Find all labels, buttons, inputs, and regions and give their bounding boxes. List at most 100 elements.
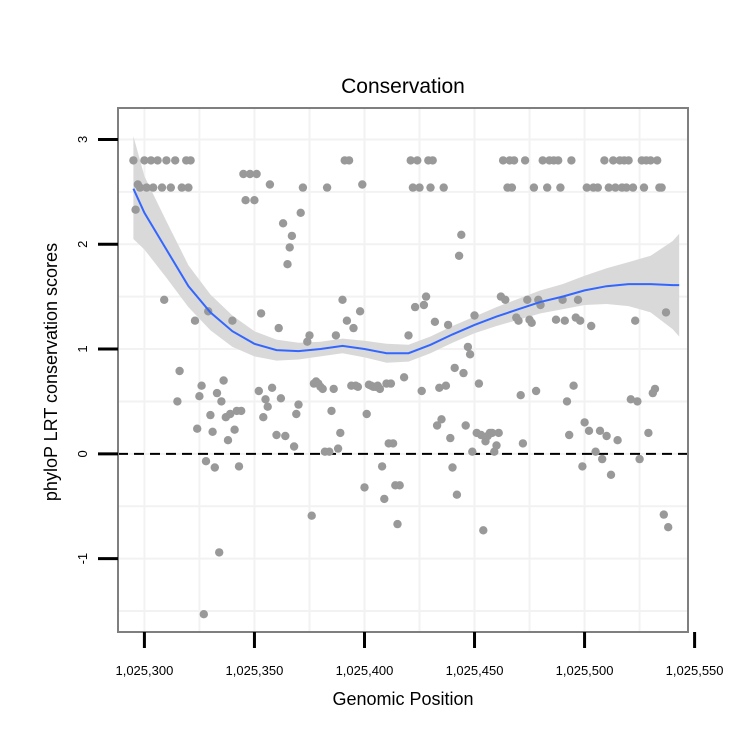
data-point (531, 386, 541, 396)
data-point (578, 462, 587, 471)
data-point (650, 384, 660, 394)
data-point (602, 431, 611, 441)
x-tick-label: 1,025,300 (115, 663, 173, 678)
data-point (377, 462, 387, 471)
grid-layer (118, 108, 688, 632)
data-point (514, 316, 523, 325)
data-point (175, 366, 184, 376)
data-point (463, 342, 473, 352)
data-point (228, 316, 237, 325)
data-point (166, 183, 175, 192)
data-point (210, 463, 219, 472)
x-tick-label: 1,025,400 (336, 663, 394, 678)
data-point (197, 381, 206, 390)
data-point (494, 428, 503, 438)
data-point (413, 156, 422, 165)
data-point (441, 381, 451, 390)
data-point (230, 425, 239, 434)
data-point (217, 397, 226, 406)
data-point (520, 156, 530, 165)
data-point (554, 156, 563, 165)
data-point (281, 431, 290, 441)
data-point (661, 308, 671, 317)
data-point (261, 395, 270, 404)
data-point (595, 426, 605, 435)
data-point (560, 316, 569, 325)
data-point (501, 295, 510, 304)
data-point (432, 421, 442, 430)
data-point (611, 183, 620, 192)
data-point (476, 430, 486, 440)
data-point (131, 205, 140, 214)
y-tick-label: -1 (75, 553, 90, 565)
data-point (190, 316, 200, 325)
data-point (569, 381, 578, 390)
data-point (226, 409, 235, 419)
data-point (644, 428, 653, 438)
data-point (322, 183, 332, 192)
data-point (631, 316, 640, 325)
data-point (446, 433, 455, 443)
data-point (162, 156, 171, 165)
data-point (448, 463, 457, 472)
data-point (149, 183, 158, 192)
data-point (598, 454, 607, 464)
data-point (582, 183, 591, 192)
data-point (529, 183, 539, 192)
data-point (443, 320, 453, 330)
data-point (474, 379, 484, 388)
data-point (551, 315, 561, 324)
data-point (292, 409, 301, 419)
data-point (338, 295, 347, 304)
data-point (344, 156, 354, 165)
data-point (606, 470, 616, 479)
data-point (283, 260, 292, 269)
data-point (353, 382, 363, 391)
data-point (430, 317, 440, 326)
data-point (587, 321, 596, 331)
data-point (487, 428, 497, 438)
data-point (465, 350, 475, 359)
data-point (355, 307, 365, 316)
data-point (278, 219, 288, 228)
data-point (329, 384, 338, 394)
axes-layer: 1,025,300 1,025,350 1,025,400 1,025,450 1,02… (75, 136, 724, 678)
confidence-ribbon (133, 136, 680, 363)
data-point (523, 295, 532, 304)
data-point (177, 183, 186, 192)
data-point (375, 384, 385, 394)
data-point (516, 391, 525, 400)
data-point (437, 415, 446, 424)
data-point (360, 483, 369, 492)
data-point (289, 442, 299, 451)
data-point (653, 156, 662, 165)
data-point (461, 421, 470, 430)
data-point (633, 397, 642, 406)
data-point (388, 439, 398, 448)
data-point (562, 397, 572, 406)
data-point (410, 302, 420, 312)
data-point (184, 183, 193, 192)
data-point (265, 180, 275, 189)
smooth-trend-line (132, 188, 680, 355)
data-point (457, 230, 466, 239)
panel-frame-layer (117, 107, 689, 633)
data-point (193, 424, 202, 433)
data-point (274, 323, 283, 333)
data-point (305, 331, 314, 340)
data-point (556, 183, 565, 192)
data-point (419, 300, 429, 310)
data-point (362, 409, 371, 419)
data-point (276, 394, 286, 403)
data-point (565, 430, 574, 440)
data-point (173, 397, 182, 406)
data-point (664, 523, 673, 532)
data-point (129, 156, 138, 165)
data-point (609, 156, 618, 165)
data-point (613, 436, 622, 445)
data-point (635, 454, 644, 464)
data-point (298, 183, 308, 192)
data-point (336, 428, 345, 438)
data-point (140, 156, 149, 165)
data-point (426, 183, 435, 192)
